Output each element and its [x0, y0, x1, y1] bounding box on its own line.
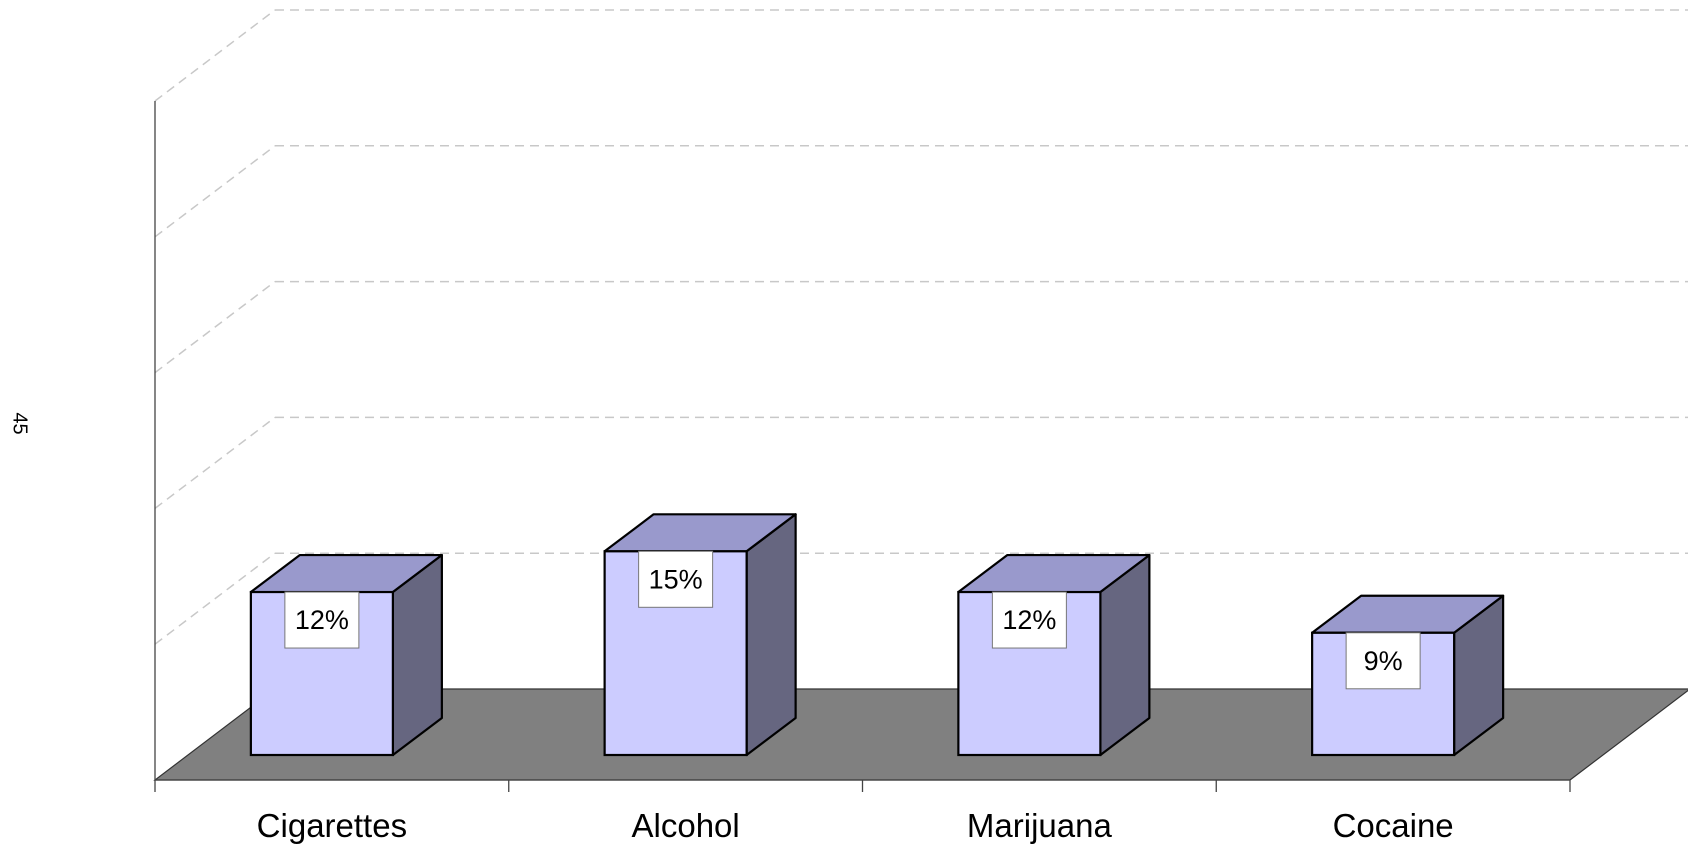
- value-label: 15%: [649, 564, 703, 594]
- axes: [154, 101, 1571, 792]
- category-label: Cigarettes: [257, 807, 407, 844]
- gridline-diagonal: [154, 552, 276, 645]
- category-label: Alcohol: [632, 807, 740, 844]
- value-label: 9%: [1364, 646, 1403, 676]
- bar-alcohol: 15%: [603, 513, 797, 757]
- gridline-diagonal: [154, 145, 276, 238]
- value-label: 12%: [1002, 605, 1056, 635]
- value-label-box: [284, 591, 360, 649]
- bar-front-face: [249, 590, 394, 757]
- category-labels: Cigarettes Alcohol Marijuana Cocaine: [257, 807, 1454, 844]
- value-label-box: [991, 591, 1067, 649]
- value-label-box: [638, 550, 714, 608]
- gridline-diagonal: [154, 281, 276, 374]
- bar-cigarettes: 12%: [249, 553, 443, 757]
- value-label: 12%: [295, 605, 349, 635]
- value-label-box: [1345, 632, 1421, 690]
- bar-marijuana: 12%: [957, 553, 1151, 757]
- category-label: Marijuana: [967, 807, 1113, 844]
- gridlines: [154, 9, 1688, 645]
- gridline-diagonal: [154, 9, 276, 102]
- bar-side-face: [745, 513, 797, 757]
- category-label: Cocaine: [1333, 807, 1454, 844]
- bars: 12% 15% 12% 9%: [249, 513, 1505, 757]
- bar-cocaine: 9%: [1311, 594, 1505, 757]
- gridline-diagonal: [154, 416, 276, 509]
